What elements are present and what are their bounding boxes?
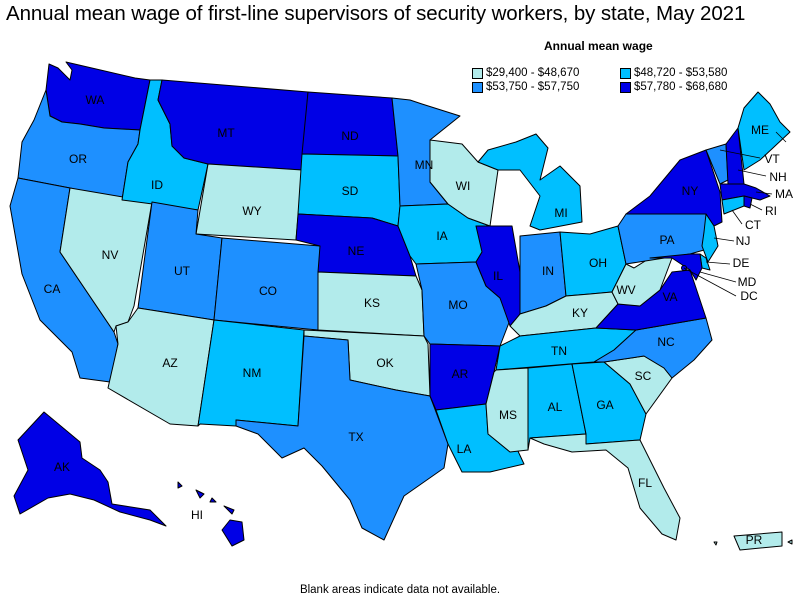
label-OH: OH bbox=[589, 256, 607, 270]
label-VT: VT bbox=[764, 152, 780, 166]
footnote: Blank areas indicate data not available. bbox=[299, 584, 501, 596]
leader-RI bbox=[749, 203, 763, 211]
label-NC: NC bbox=[657, 335, 675, 349]
label-ID: ID bbox=[151, 178, 163, 192]
leader-NJ bbox=[713, 237, 735, 242]
label-AZ: AZ bbox=[162, 356, 177, 370]
state-TX[interactable] bbox=[235, 335, 449, 541]
label-NY: NY bbox=[682, 184, 699, 198]
label-WV: WV bbox=[616, 283, 635, 297]
legend-item-2: $48,720 - $53,580 bbox=[620, 67, 727, 79]
label-FL: FL bbox=[638, 476, 652, 490]
label-KY: KY bbox=[572, 306, 588, 320]
state-FL[interactable] bbox=[529, 433, 681, 541]
label-AL: AL bbox=[548, 400, 563, 414]
state-MD[interactable] bbox=[649, 253, 703, 281]
leader-CT bbox=[731, 209, 743, 225]
label-MN: MN bbox=[415, 158, 434, 172]
label-IN: IN bbox=[542, 264, 554, 278]
leader-VT bbox=[719, 149, 761, 159]
label-CO: CO bbox=[259, 284, 277, 298]
state-RI[interactable] bbox=[743, 195, 753, 209]
label-MI: MI bbox=[554, 206, 567, 220]
state-CT[interactable] bbox=[721, 195, 745, 215]
label-CT: CT bbox=[745, 218, 762, 232]
map-title: Annual mean wage of first-line superviso… bbox=[6, 2, 746, 25]
legend-item-4: $57,780 - $68,680 bbox=[620, 81, 727, 93]
label-MD: MD bbox=[738, 275, 757, 289]
state-MI[interactable] bbox=[477, 133, 583, 231]
legend-swatch-3 bbox=[472, 81, 483, 93]
label-SC: SC bbox=[635, 369, 652, 383]
label-MS: MS bbox=[499, 408, 517, 422]
legend-swatch-2 bbox=[620, 67, 631, 79]
legend-item-1: $29,400 - $48,670 bbox=[472, 67, 579, 79]
legend-label-2: $48,720 - $53,580 bbox=[634, 67, 728, 79]
state-PR[interactable] bbox=[733, 531, 783, 551]
label-OR: OR bbox=[69, 152, 87, 166]
legend-item-3: $53,750 - $57,750 bbox=[472, 81, 579, 93]
label-AR: AR bbox=[452, 367, 469, 381]
label-KS: KS bbox=[364, 296, 380, 310]
label-TX: TX bbox=[348, 430, 363, 444]
leader-DE bbox=[705, 261, 731, 265]
state-AZ[interactable] bbox=[107, 307, 215, 427]
label-MT: MT bbox=[217, 126, 235, 140]
label-SD: SD bbox=[342, 184, 359, 198]
state-IL[interactable] bbox=[475, 225, 521, 327]
label-GA: GA bbox=[596, 398, 613, 412]
label-TN: TN bbox=[551, 344, 567, 358]
label-NV: NV bbox=[102, 248, 119, 262]
pr-islet-icon bbox=[713, 541, 718, 546]
label-PR: PR bbox=[746, 533, 763, 547]
label-PA: PA bbox=[659, 233, 674, 247]
label-IA: IA bbox=[436, 229, 447, 243]
label-NM: NM bbox=[243, 366, 262, 380]
label-MA: MA bbox=[775, 187, 793, 201]
leader-ME-tip bbox=[775, 131, 787, 143]
label-CA: CA bbox=[44, 282, 61, 296]
state-AK[interactable] bbox=[13, 411, 167, 527]
label-HI: HI bbox=[191, 508, 203, 522]
state-HI[interactable] bbox=[177, 481, 245, 547]
label-NH: NH bbox=[769, 170, 786, 184]
label-MO: MO bbox=[448, 298, 467, 312]
legend-label-1: $29,400 - $48,670 bbox=[486, 67, 580, 79]
label-DC: DC bbox=[740, 289, 758, 303]
legend-swatch-1 bbox=[472, 67, 483, 79]
label-DE: DE bbox=[733, 256, 750, 270]
label-WI: WI bbox=[456, 179, 471, 193]
leader-MA bbox=[755, 191, 773, 195]
leader-MD bbox=[699, 271, 737, 283]
state-ND[interactable] bbox=[301, 91, 399, 157]
label-OK: OK bbox=[376, 356, 393, 370]
legend-swatch-4 bbox=[620, 81, 631, 93]
leader-DC bbox=[683, 267, 737, 297]
label-LA: LA bbox=[457, 442, 472, 456]
label-VA: VA bbox=[662, 290, 677, 304]
label-WY: WY bbox=[242, 204, 261, 218]
label-AK: AK bbox=[54, 460, 70, 474]
label-RI: RI bbox=[765, 204, 777, 218]
state-NC[interactable] bbox=[593, 317, 713, 379]
label-ME: ME bbox=[751, 123, 769, 137]
label-UT: UT bbox=[174, 264, 191, 278]
state-ME[interactable] bbox=[737, 91, 791, 171]
pr-island-icon bbox=[787, 539, 793, 545]
label-IL: IL bbox=[493, 269, 503, 283]
label-ND: ND bbox=[341, 129, 359, 143]
label-NJ: NJ bbox=[736, 234, 751, 248]
label-WA: WA bbox=[86, 93, 105, 107]
legend-label-3: $53,750 - $57,750 bbox=[486, 81, 580, 93]
leader-NH bbox=[737, 169, 767, 177]
legend-title: Annual mean wage bbox=[544, 39, 653, 53]
state-WY[interactable] bbox=[195, 163, 303, 241]
legend-label-4: $57,780 - $68,680 bbox=[634, 81, 728, 93]
label-NE: NE bbox=[348, 244, 365, 258]
